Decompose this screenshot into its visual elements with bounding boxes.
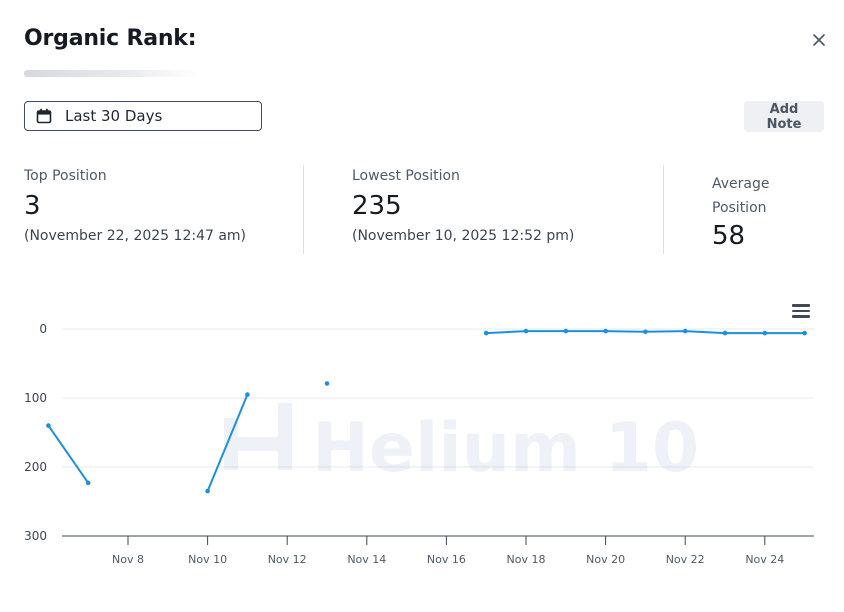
top-position-value: 3 bbox=[24, 191, 41, 221]
x-tick-label: Nov 20 bbox=[586, 553, 625, 566]
lowest-position-label: Lowest Position bbox=[352, 168, 460, 184]
x-tick-label: Nov 12 bbox=[268, 553, 307, 566]
x-tick-label: Nov 18 bbox=[507, 553, 546, 566]
data-point bbox=[205, 488, 210, 494]
series-line-segment bbox=[206, 394, 249, 492]
data-point bbox=[245, 392, 250, 397]
top-position-date: (November 22, 2025 12:47 am) bbox=[24, 228, 247, 244]
modal-title: Organic Rank: bbox=[24, 26, 197, 51]
data-point bbox=[46, 423, 51, 428]
data-point bbox=[762, 330, 768, 336]
data-point bbox=[563, 328, 569, 334]
average-position-label-line1: Average bbox=[712, 176, 770, 192]
lowest-position-date: (November 10, 2025 12:52 pm) bbox=[352, 228, 575, 244]
stat-divider bbox=[663, 165, 664, 254]
x-tick-label: Nov 16 bbox=[427, 553, 466, 566]
y-tick-label: 300 bbox=[24, 529, 47, 543]
x-tick-label: Nov 22 bbox=[666, 553, 705, 566]
date-range-picker[interactable]: Last 30 Days bbox=[24, 101, 262, 131]
series-line-segment bbox=[47, 425, 90, 484]
x-axis: Nov 8 Nov 10 Nov 12 Nov 14 Nov 16 Nov 18 Nov 2… bbox=[62, 535, 814, 566]
average-position-value: 58 bbox=[712, 221, 746, 251]
average-position-label-line2: Position bbox=[712, 200, 767, 216]
data-point bbox=[483, 330, 489, 336]
date-range-label: Last 30 Days bbox=[65, 107, 163, 125]
x-tick-label: Nov 14 bbox=[347, 553, 386, 566]
data-point bbox=[324, 381, 330, 386]
x-tick-label: Nov 10 bbox=[188, 553, 227, 566]
add-note-button[interactable]: Add Note bbox=[744, 101, 824, 132]
data-point bbox=[643, 329, 648, 335]
top-position-stat: Top Position 3 (November 22, 2025 12:47 … bbox=[24, 164, 246, 248]
top-position-label: Top Position bbox=[24, 168, 107, 184]
data-point bbox=[523, 328, 529, 334]
data-point bbox=[603, 328, 608, 334]
chart-grid bbox=[62, 328, 814, 468]
chart-menu-button[interactable] bbox=[792, 304, 810, 320]
data-point bbox=[722, 330, 728, 336]
close-icon bbox=[813, 34, 825, 46]
watermark-logo: Helium 10 bbox=[224, 403, 699, 488]
calendar-icon bbox=[36, 108, 52, 124]
series-rank bbox=[46, 328, 807, 494]
title-underline bbox=[24, 70, 200, 77]
lowest-position-stat: Lowest Position 235 (November 10, 2025 1… bbox=[352, 164, 574, 248]
stat-divider bbox=[303, 165, 304, 254]
y-tick-label: 0 bbox=[39, 322, 47, 336]
data-point bbox=[682, 328, 688, 334]
y-tick-label: 100 bbox=[24, 391, 47, 405]
close-button[interactable] bbox=[808, 29, 830, 51]
y-tick-label: 200 bbox=[24, 460, 47, 474]
watermark-text: Helium 10 bbox=[312, 409, 699, 488]
y-axis-ticks: 0 100 200 300 bbox=[24, 322, 47, 543]
x-tick-label: Nov 8 bbox=[112, 553, 144, 566]
data-point bbox=[85, 480, 91, 486]
average-position-stat: Average Position 58 bbox=[712, 172, 770, 252]
x-tick-label: Nov 24 bbox=[745, 553, 784, 566]
lowest-position-value: 235 bbox=[352, 191, 402, 221]
data-point bbox=[802, 330, 807, 336]
